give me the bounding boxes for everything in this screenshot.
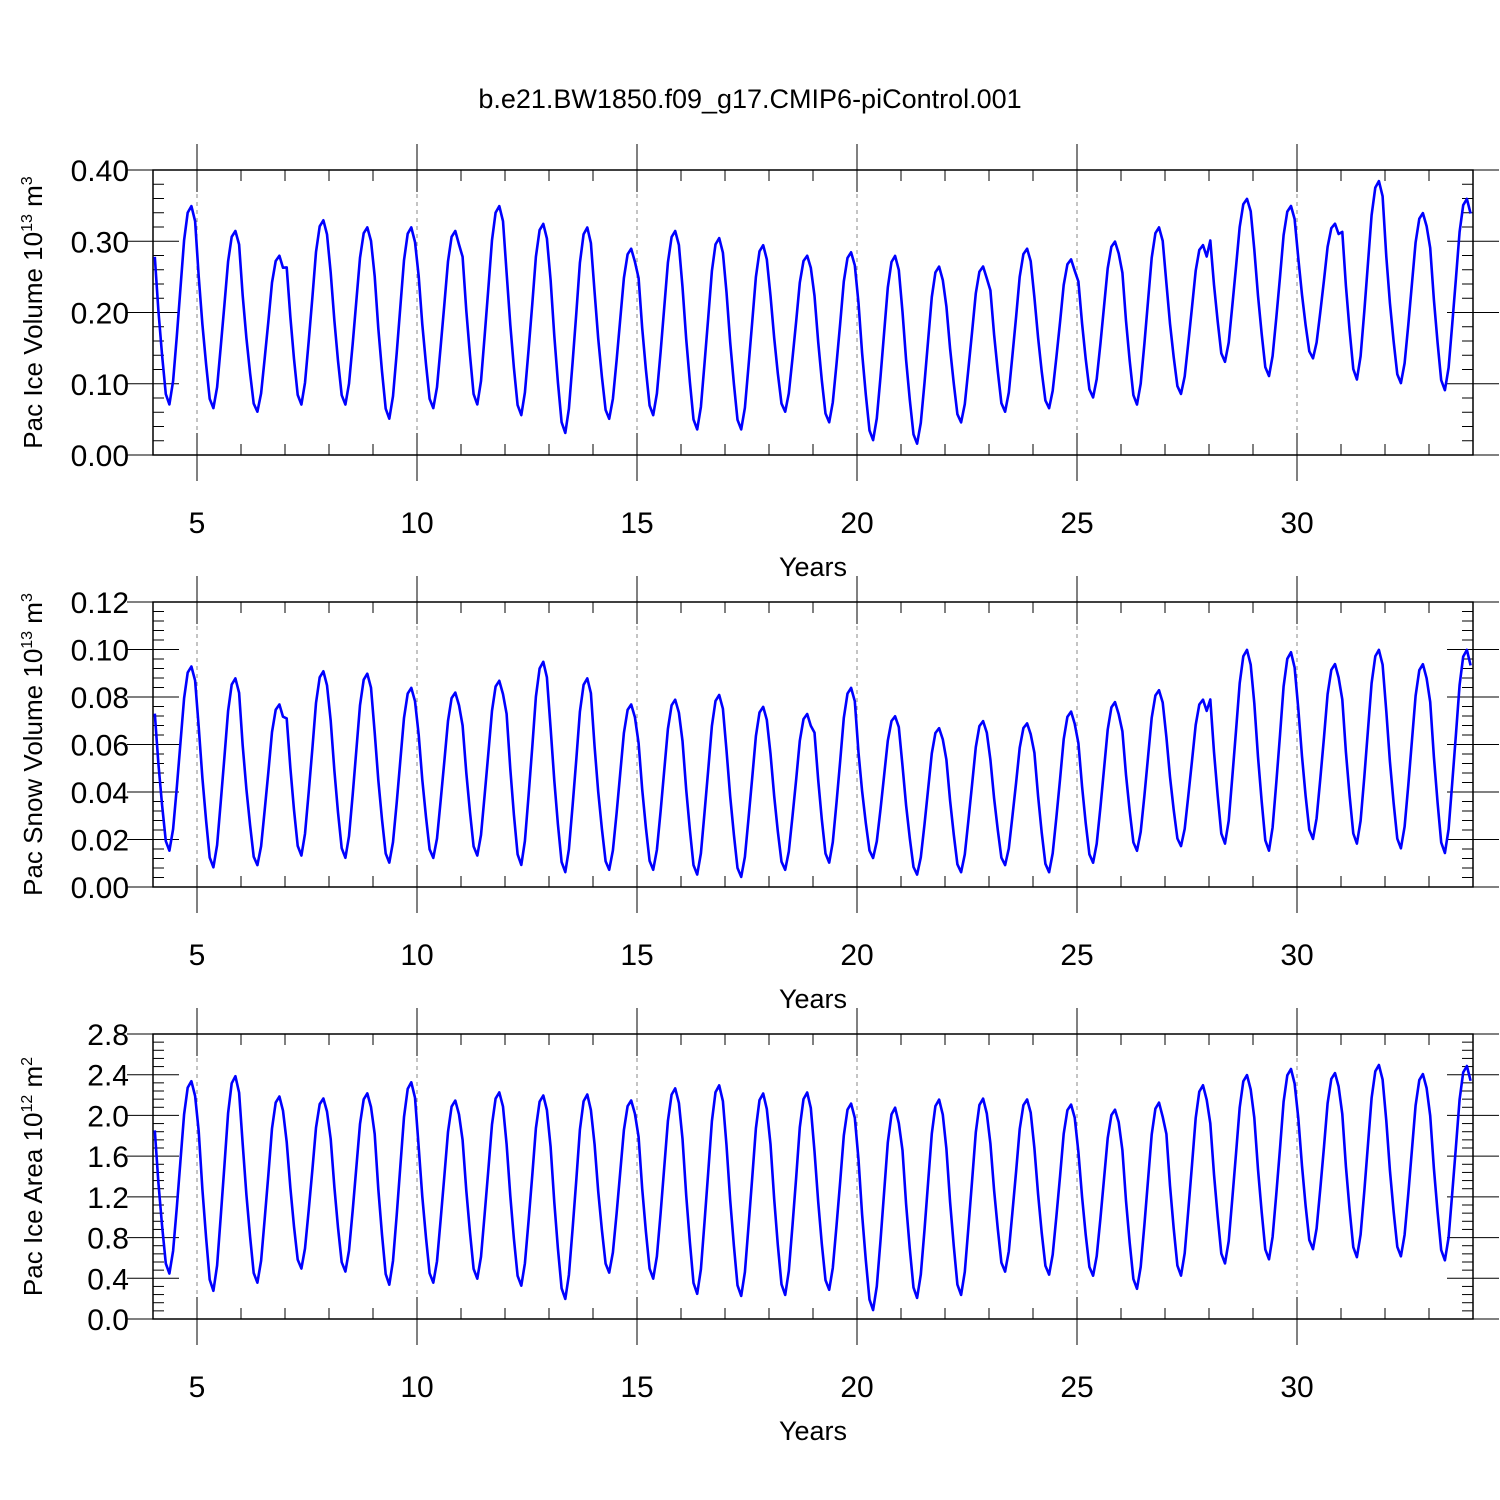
panel-1: 0.00 0.10 0.20 0.30 0.40 5 10 15 20 25 30 Years Pac … [18,144,1499,582]
y-tick-label: 0.00 [71,872,129,905]
x-tick-label: 10 [400,1371,433,1404]
y-axis-label: Pac Snow Volume 1013 m3 [18,593,48,896]
y-tick-label: 2.4 [87,1060,129,1093]
y-tick-label: 0.10 [71,635,129,668]
y-tick-label: 0.0 [87,1304,129,1337]
x-tick-label: 30 [1280,939,1313,972]
y-tick-label: 0.12 [71,587,129,620]
x-tick-label: 5 [189,507,206,540]
x-tick-label: 5 [189,939,206,972]
x-tick-label: 30 [1280,507,1313,540]
x-tick-label: 15 [620,939,653,972]
y-tick-label: 0.4 [87,1263,129,1296]
figure-title: b.e21.BW1850.f09_g17.CMIP6-piControl.001 [478,84,1021,114]
y-tick-label: 0.06 [71,730,129,763]
x-axis-label: Years [779,1416,847,1446]
y-tick-label: 0.20 [71,298,129,331]
x-tick-label: 5 [189,1371,206,1404]
series-line-1 [153,648,1472,879]
plot-frame [152,1033,1474,1320]
y-tick-label: 0.02 [71,825,129,858]
y-axis-label: Pac Ice Area 1012 m2 [18,1057,48,1296]
series-line-1 [153,179,1472,445]
panel-3: 0.0 0.4 0.8 1.2 1.6 2.0 2.4 2.8 5 10 15 20 25 30 Years… [18,1008,1499,1446]
y-tick-label: 0.30 [71,226,129,259]
y-tick-label: 2.8 [87,1019,129,1052]
y-tick-label: 0.04 [71,777,129,810]
series-line-1 [153,1063,1472,1312]
x-tick-label: 20 [840,939,873,972]
y-tick-label: 0.08 [71,682,129,715]
y-tick-label: 1.6 [87,1141,129,1174]
x-axis-label: Years [779,552,847,582]
x-tick-label: 10 [400,939,433,972]
x-tick-label: 10 [400,507,433,540]
y-tick-label: 2.0 [87,1100,129,1133]
y-tick-label: 0.40 [71,155,129,188]
x-tick-label: 30 [1280,1371,1313,1404]
y-tick-label: 0.00 [71,440,129,473]
y-tick-label: 0.10 [71,369,129,402]
plot-frame [152,601,1474,888]
x-tick-label: 20 [840,1371,873,1404]
panels: 0.00 0.10 0.20 0.30 0.40 5 10 15 20 25 30 Years Pac … [18,144,1499,1446]
plot-frame [152,169,1474,456]
x-tick-label: 25 [1060,1371,1093,1404]
y-tick-label: 1.2 [87,1182,129,1215]
x-tick-label: 15 [620,1371,653,1404]
x-tick-label: 25 [1060,939,1093,972]
y-tick-label: 0.8 [87,1223,129,1256]
y-axis-label: Pac Ice Volume 1013 m3 [18,176,48,449]
x-tick-label: 15 [620,507,653,540]
x-axis-label: Years [779,984,847,1014]
panel-2: 0.00 0.02 0.04 0.06 0.08 0.10 0.12 5 10 15 20 25 30 Y… [18,576,1499,1014]
x-tick-label: 25 [1060,507,1093,540]
x-tick-label: 20 [840,507,873,540]
